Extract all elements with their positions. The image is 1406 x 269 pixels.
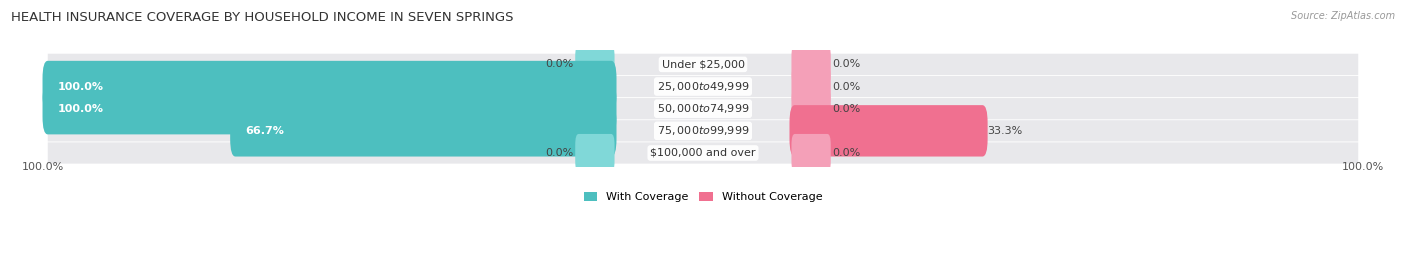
Text: $50,000 to $74,999: $50,000 to $74,999	[657, 102, 749, 115]
FancyBboxPatch shape	[575, 45, 614, 83]
FancyBboxPatch shape	[792, 134, 831, 172]
Text: Source: ZipAtlas.com: Source: ZipAtlas.com	[1291, 11, 1395, 21]
Text: 100.0%: 100.0%	[21, 162, 63, 172]
FancyBboxPatch shape	[575, 134, 614, 172]
Text: 0.0%: 0.0%	[832, 59, 860, 69]
Legend: With Coverage, Without Coverage: With Coverage, Without Coverage	[579, 187, 827, 207]
Text: 0.0%: 0.0%	[546, 148, 574, 158]
FancyBboxPatch shape	[48, 142, 1358, 164]
FancyBboxPatch shape	[42, 83, 616, 134]
FancyBboxPatch shape	[792, 90, 831, 128]
Text: HEALTH INSURANCE COVERAGE BY HOUSEHOLD INCOME IN SEVEN SPRINGS: HEALTH INSURANCE COVERAGE BY HOUSEHOLD I…	[11, 11, 513, 24]
Text: $100,000 and over: $100,000 and over	[650, 148, 756, 158]
Text: 100.0%: 100.0%	[58, 104, 104, 114]
FancyBboxPatch shape	[48, 76, 1358, 97]
FancyBboxPatch shape	[48, 120, 1358, 141]
FancyBboxPatch shape	[792, 68, 831, 105]
Text: 0.0%: 0.0%	[832, 104, 860, 114]
Text: 100.0%: 100.0%	[58, 82, 104, 91]
Text: 0.0%: 0.0%	[546, 59, 574, 69]
FancyBboxPatch shape	[790, 105, 987, 157]
Text: Under $25,000: Under $25,000	[661, 59, 745, 69]
FancyBboxPatch shape	[48, 54, 1358, 75]
Text: 0.0%: 0.0%	[832, 82, 860, 91]
Text: 66.7%: 66.7%	[245, 126, 284, 136]
Text: 33.3%: 33.3%	[987, 126, 1024, 136]
Text: $25,000 to $49,999: $25,000 to $49,999	[657, 80, 749, 93]
Text: 0.0%: 0.0%	[832, 148, 860, 158]
Text: $75,000 to $99,999: $75,000 to $99,999	[657, 124, 749, 137]
FancyBboxPatch shape	[792, 45, 831, 83]
FancyBboxPatch shape	[42, 61, 616, 112]
FancyBboxPatch shape	[231, 105, 616, 157]
FancyBboxPatch shape	[48, 98, 1358, 119]
Text: 100.0%: 100.0%	[1343, 162, 1385, 172]
